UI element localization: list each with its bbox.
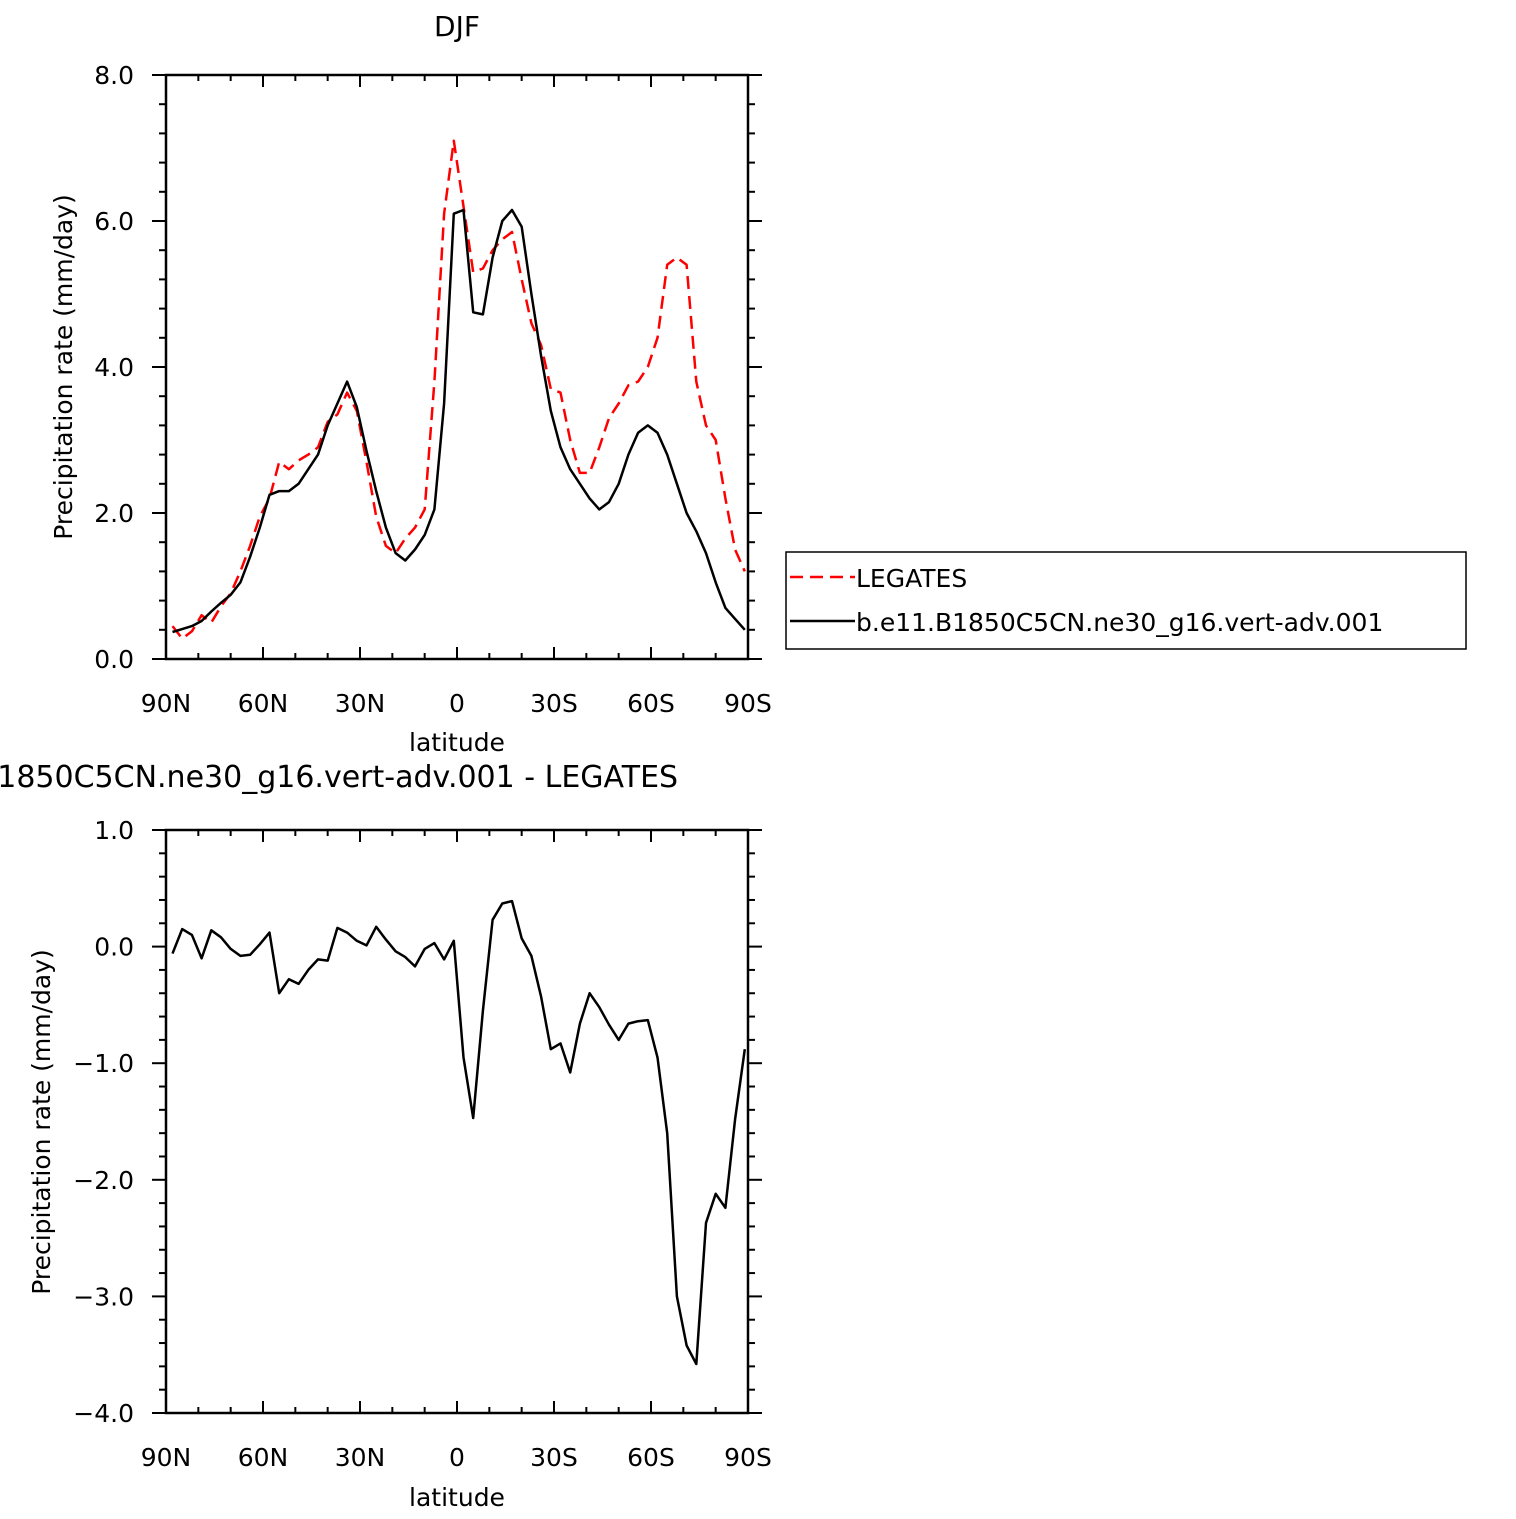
top-series-line-0 [171,139,746,640]
top-x-tick-label: 30N [335,689,386,718]
bottom-y-tick-label: −3.0 [73,1282,134,1311]
bottom-x-tick-label: 60N [238,1443,289,1472]
top-series-line-1 [172,208,746,634]
bottom-series-line-0 [171,899,747,1366]
bottom-x-tick-label: 60S [627,1443,675,1472]
top-x-tick-label: 60N [238,689,289,718]
bottom-x-tick-label: 30N [335,1443,386,1472]
top-y-axis-label: Precipitation rate (mm/day) [49,194,78,540]
bottom-panel: b.e11.B1850C5CN.ne30_g16.vert-adv.001 - … [0,760,772,1512]
legend-label-legates: LEGATES [856,564,967,593]
top-y-tick-label: 0.0 [94,645,134,674]
legend: LEGATES b.e11.B1850C5CN.ne30_g16.vert-ad… [785,551,1467,650]
bottom-y-tick-label: 1.0 [94,816,134,845]
legend-label-model: b.e11.B1850C5CN.ne30_g16.vert-adv.001 [856,608,1383,637]
bottom-x-axis-label: latitude [409,1483,505,1512]
bottom-x-tick-label: 90N [141,1443,192,1472]
top-y-tick-label: 8.0 [94,61,134,90]
top-x-tick-label: 0 [449,689,465,718]
bottom-x-tick-label: 30S [530,1443,578,1472]
top-y-tick-label: 2.0 [94,499,134,528]
bottom-y-axis-label: Precipitation rate (mm/day) [27,949,56,1295]
legend-box [785,551,1467,650]
top-axis-ticks: 90N 60N 30N 0 30S 60S 90S 0.0 2.0 4.0 6.0 8.0 [94,61,772,718]
bottom-y-tick-label: −2.0 [73,1166,134,1195]
top-series-group [171,139,746,640]
bottom-title: b.e11.B1850C5CN.ne30_g16.vert-adv.001 - … [0,760,678,795]
bottom-axis-ticks: 90N 60N 30N 0 30S 60S 90S −4.0 −3.0 −2.0 −1.0 0.0 1.… [73,816,772,1472]
bottom-x-tick-label: 0 [449,1443,465,1472]
top-y-tick-label: 4.0 [94,353,134,382]
bottom-series-group [171,899,747,1366]
bottom-plot-frame [164,828,750,1415]
bottom-y-tick-label: −4.0 [73,1399,134,1428]
bottom-y-tick-label: −1.0 [73,1049,134,1078]
bottom-x-tick-label: 90S [724,1443,772,1472]
top-title: DJF [434,10,480,43]
top-x-tick-label: 30S [530,689,578,718]
top-y-tick-label: 6.0 [94,207,134,236]
top-x-tick-label: 90S [724,689,772,718]
top-x-tick-label: 60S [627,689,675,718]
top-x-tick-label: 90N [141,689,192,718]
top-panel: DJF 90N 60N 30N 0 30S 60S 90S 0.0 2.0 4.0 6.0 8.0 l… [49,10,772,757]
bottom-y-tick-label: 0.0 [94,933,134,962]
top-x-axis-label: latitude [409,728,505,757]
